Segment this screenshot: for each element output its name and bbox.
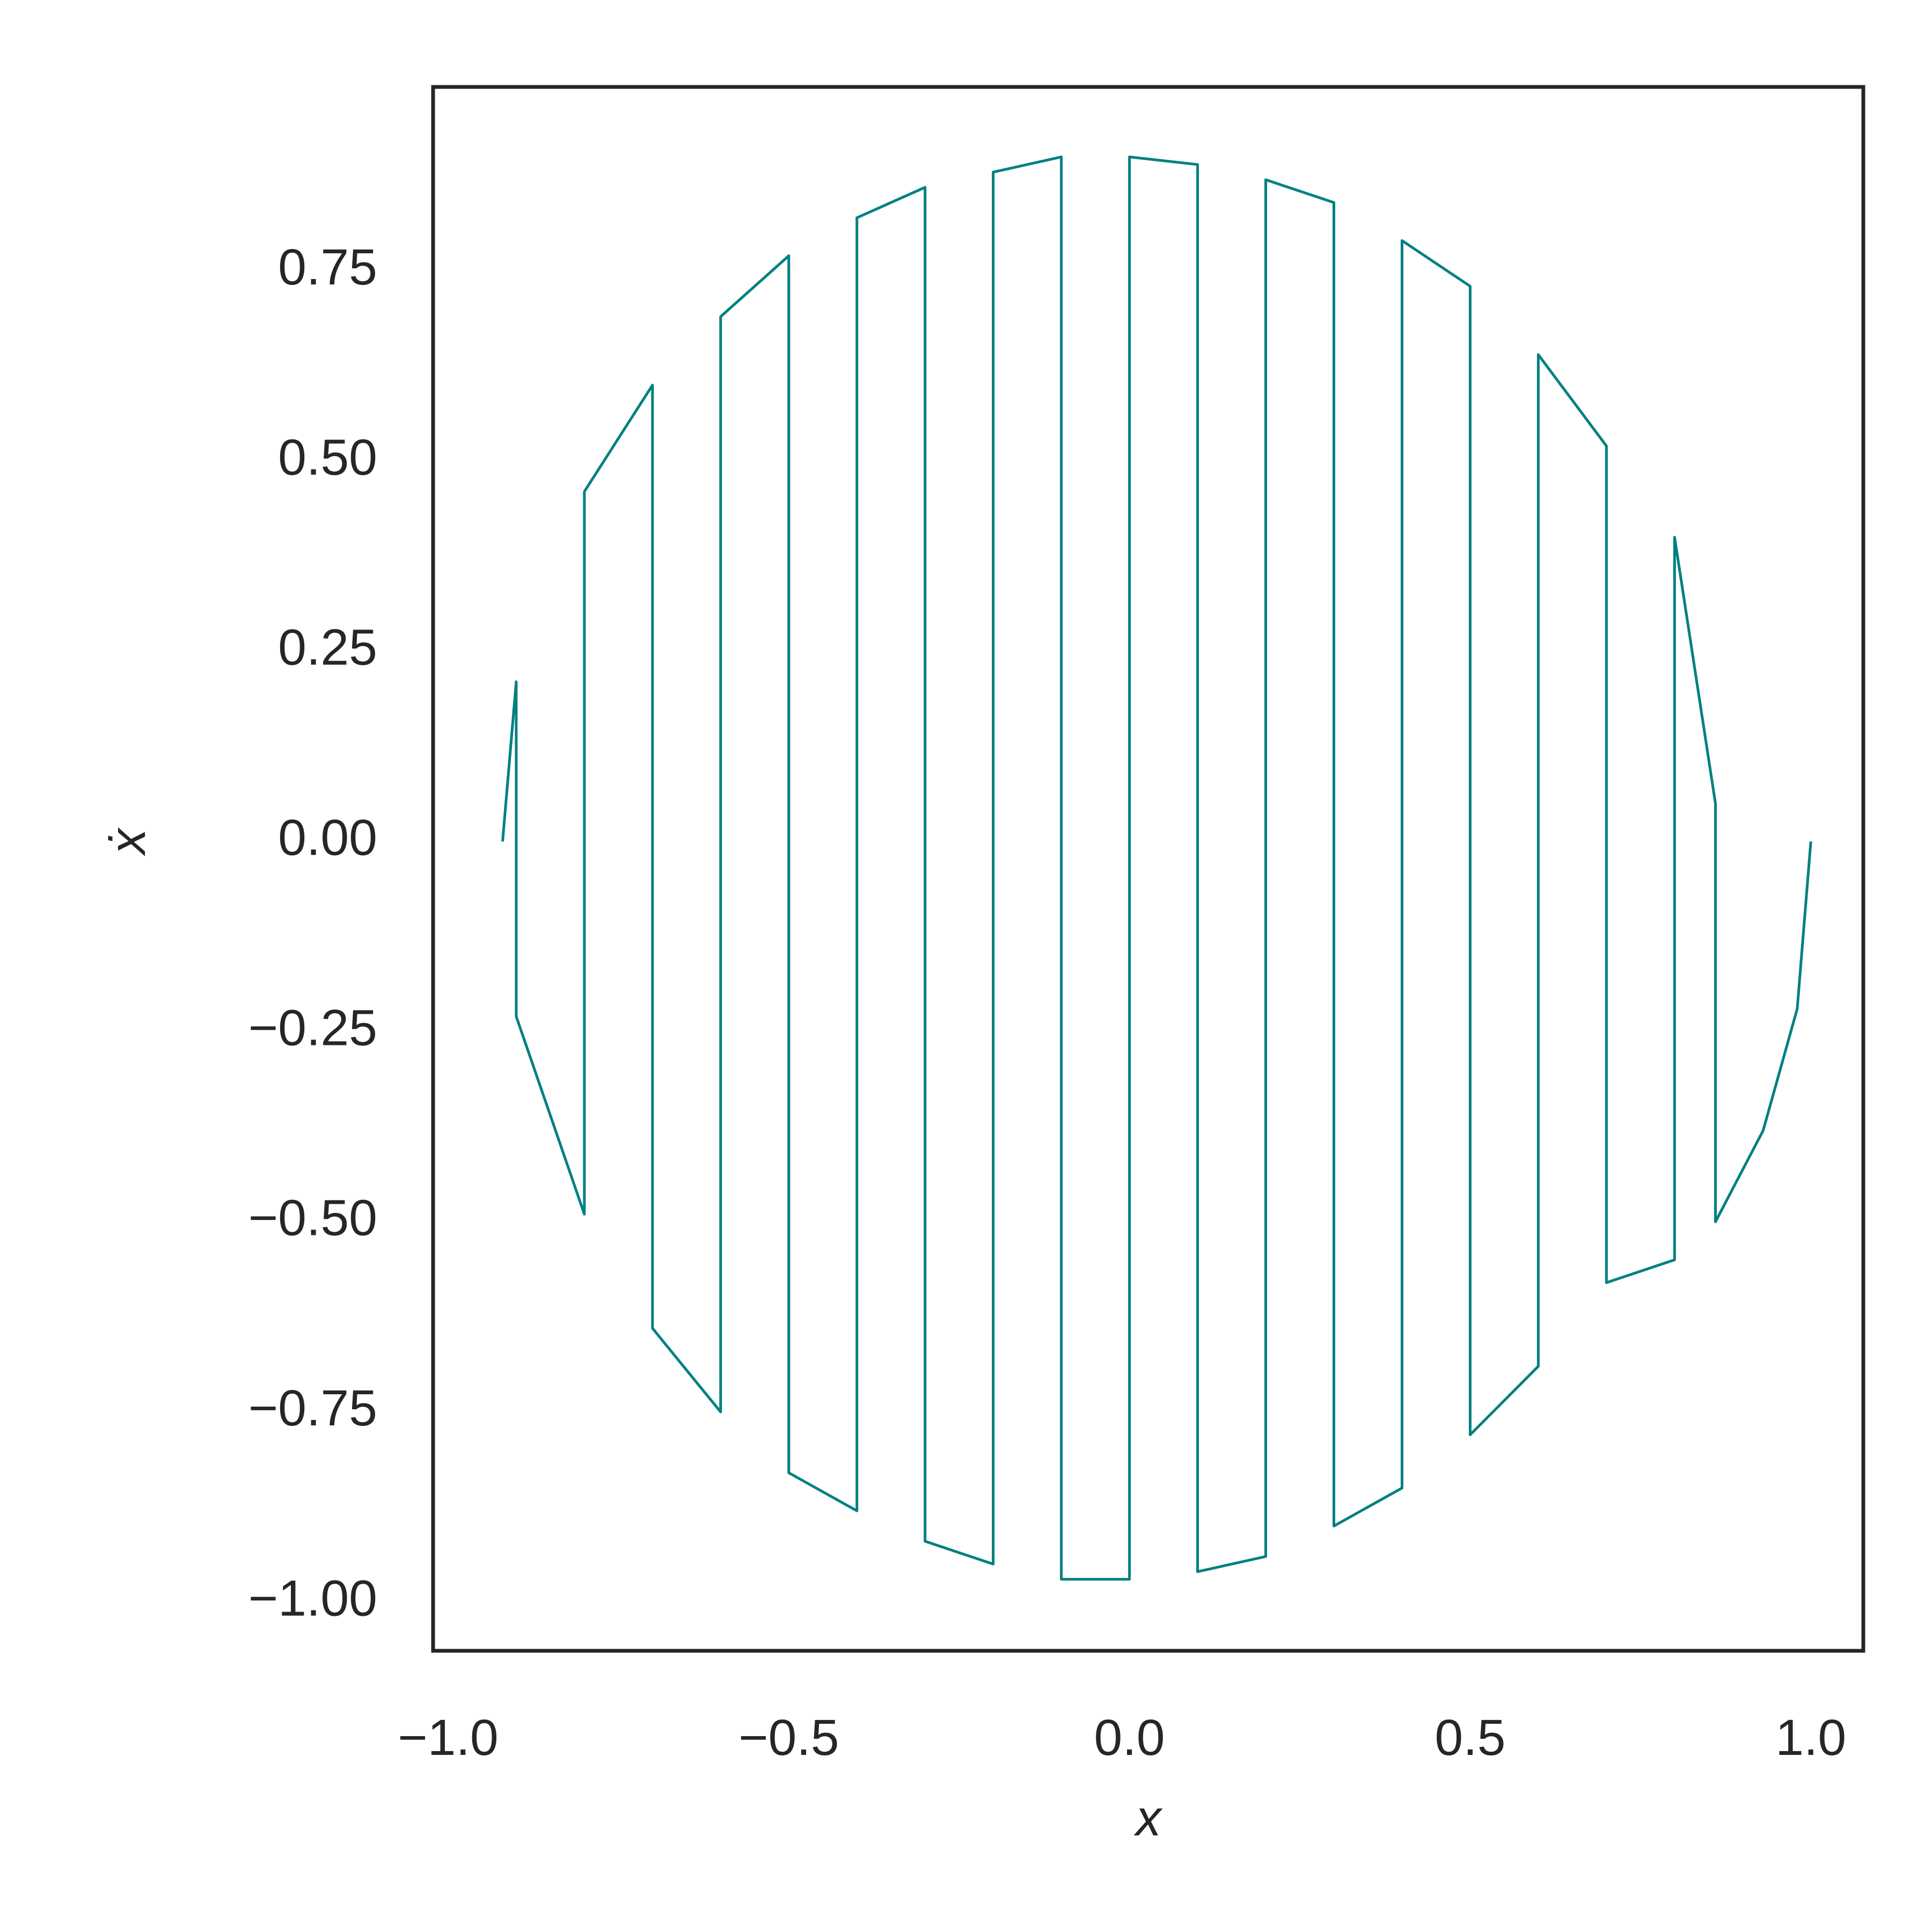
y-tick-label: 0.00 [278,809,377,866]
y-tick-label: −1.00 [248,1570,377,1627]
trajectory-line [501,155,1812,1581]
x-tick-label: −1.0 [398,1709,499,1766]
y-tick-label: 0.50 [278,429,377,486]
y-axis-label: ẋ [99,827,156,857]
y-tick-label: 0.25 [278,619,377,676]
y-tick-label: 0.75 [278,239,377,296]
x-tick-label: 1.0 [1775,1709,1846,1766]
plot-frame [431,85,1865,1653]
x-tick-label: 0.0 [1094,1709,1165,1766]
y-tick-label: −0.75 [248,1380,377,1437]
x-axis-label: x [1133,1790,1163,1847]
x-tick-label: 0.5 [1435,1709,1505,1766]
y-tick-label: −0.25 [248,999,377,1056]
x-tick-label: −0.5 [738,1709,839,1766]
y-tick-label: −0.50 [248,1190,377,1247]
